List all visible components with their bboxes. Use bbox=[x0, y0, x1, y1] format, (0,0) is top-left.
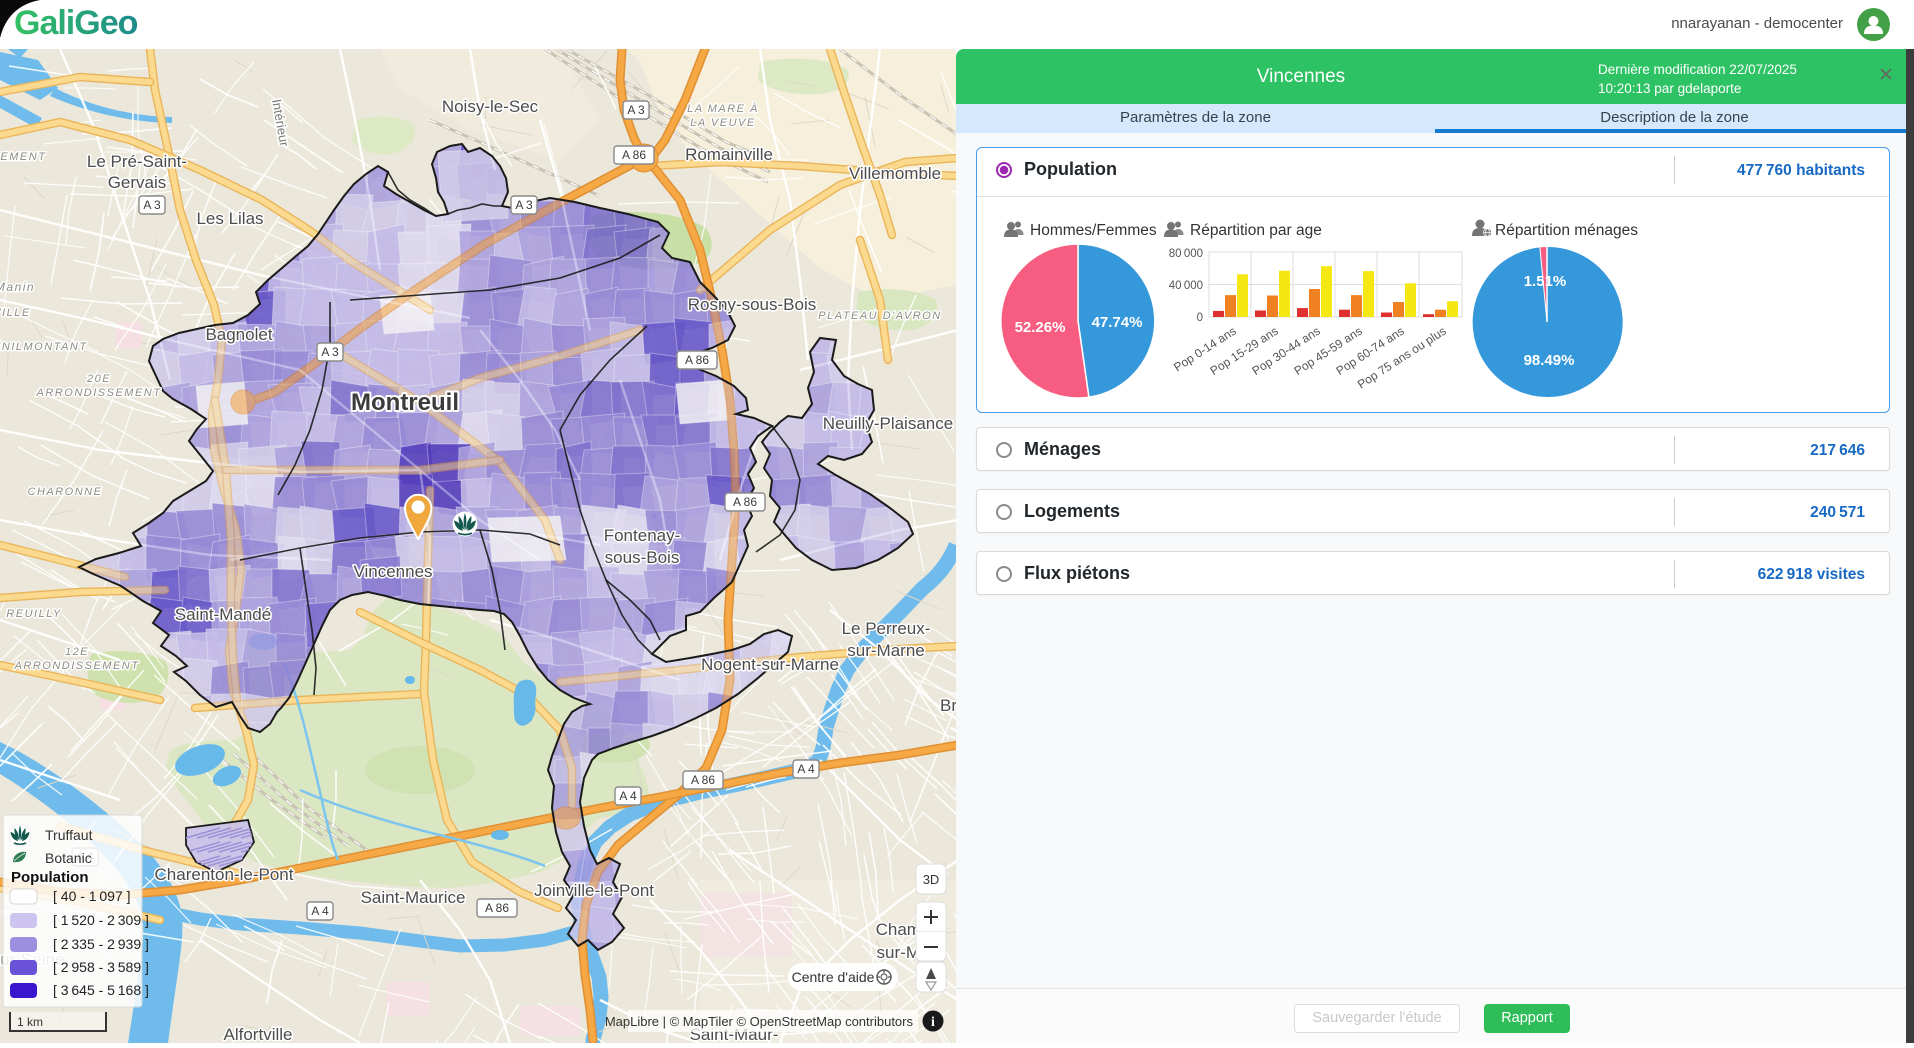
svg-text:A 86: A 86 bbox=[485, 901, 509, 915]
svg-text:Nogent-sur-Marne: Nogent-sur-Marne bbox=[701, 655, 839, 674]
svg-text:Répartition par age: Répartition par age bbox=[1190, 222, 1322, 239]
svg-text:1 km: 1 km bbox=[17, 1015, 43, 1029]
svg-text:LA MARE À: LA MARE À bbox=[687, 102, 759, 115]
svg-text:[ 1 520 - 2 309 ]: [ 1 520 - 2 309 ] bbox=[53, 912, 149, 928]
svg-text:sous-Bois: sous-Bois bbox=[605, 548, 680, 567]
svg-text:12E: 12E bbox=[65, 646, 89, 658]
svg-text:[ 2 958 - 3 589 ]: [ 2 958 - 3 589 ] bbox=[53, 959, 149, 975]
svg-text:A 4: A 4 bbox=[797, 762, 815, 776]
svg-text:Bry-s: Bry-s bbox=[940, 696, 956, 715]
svg-text:Manin: Manin bbox=[0, 280, 35, 294]
svg-text:Truffaut: Truffaut bbox=[45, 827, 93, 843]
svg-text:A 86: A 86 bbox=[622, 148, 646, 162]
svg-text:Saint-Mandé: Saint-Mandé bbox=[175, 605, 271, 624]
svg-text:Botanic: Botanic bbox=[45, 850, 92, 866]
svg-text:A 3: A 3 bbox=[321, 345, 339, 359]
svg-text:Noisy-le-Sec: Noisy-le-Sec bbox=[442, 97, 539, 116]
svg-text:ARRONDISSEMENT: ARRONDISSEMENT bbox=[14, 660, 140, 672]
svg-text:[ 3 645 - 5 168 ]: [ 3 645 - 5 168 ] bbox=[53, 982, 149, 998]
svg-text:Alfortville: Alfortville bbox=[224, 1025, 293, 1043]
svg-text:Centre d'aide: Centre d'aide bbox=[792, 969, 875, 985]
svg-text:[ 2 335 - 2 939 ]: [ 2 335 - 2 939 ] bbox=[53, 936, 149, 952]
svg-text:40 000: 40 000 bbox=[1168, 280, 1202, 292]
svg-text:[ 40 - 1 097 ]: [ 40 - 1 097 ] bbox=[53, 888, 131, 904]
svg-text:A 4: A 4 bbox=[619, 789, 637, 803]
svg-text:Bagnolet: Bagnolet bbox=[205, 325, 272, 344]
svg-text:CHARONNE: CHARONNE bbox=[28, 486, 103, 498]
svg-text:MÉNILMONTANT: MÉNILMONTANT bbox=[0, 340, 88, 353]
svg-text:Population: Population bbox=[11, 869, 89, 886]
svg-text:Répartition ménages: Répartition ménages bbox=[1495, 222, 1638, 239]
svg-text:Charenton-le-Pont: Charenton-le-Pont bbox=[155, 865, 294, 884]
svg-text:VILLE: VILLE bbox=[0, 307, 31, 319]
svg-text:LA VEUVE: LA VEUVE bbox=[690, 117, 755, 129]
svg-text:ARRONDISSEMENT: ARRONDISSEMENT bbox=[36, 387, 162, 399]
svg-text:SEMENT: SEMENT bbox=[0, 151, 46, 163]
svg-text:A 3: A 3 bbox=[143, 198, 161, 212]
svg-text:52.26%: 52.26% bbox=[1014, 319, 1065, 336]
svg-text:Rosny-sous-Bois: Rosny-sous-Bois bbox=[688, 295, 817, 314]
svg-text:i: i bbox=[931, 1015, 935, 1030]
svg-text:Neuilly-Plaisance: Neuilly-Plaisance bbox=[823, 414, 953, 433]
svg-text:Hommes/Femmes: Hommes/Femmes bbox=[1030, 222, 1157, 239]
svg-text:3D: 3D bbox=[923, 872, 940, 887]
svg-text:sur-Marne: sur-Marne bbox=[847, 641, 924, 660]
svg-text:A 3: A 3 bbox=[627, 103, 645, 117]
svg-text:Romainville: Romainville bbox=[685, 145, 773, 164]
svg-text:A 3: A 3 bbox=[515, 198, 533, 212]
svg-text:Joinville-le-Pont: Joinville-le-Pont bbox=[534, 881, 654, 900]
svg-text:MapLibre | © MapTiler © OpenSt: MapLibre | © MapTiler © OpenStreetMap co… bbox=[605, 1014, 914, 1029]
svg-text:PLATEAU D'AVRON: PLATEAU D'AVRON bbox=[818, 310, 941, 322]
svg-text:Le Pré-Saint-: Le Pré-Saint- bbox=[87, 152, 187, 171]
svg-text:20E: 20E bbox=[86, 373, 111, 385]
svg-text:Gervais: Gervais bbox=[108, 173, 167, 192]
svg-text:Fontenay-: Fontenay- bbox=[604, 526, 681, 545]
svg-text:Vincennes: Vincennes bbox=[353, 562, 432, 581]
svg-text:A 4: A 4 bbox=[311, 904, 329, 918]
svg-text:Les Lilas: Les Lilas bbox=[196, 209, 263, 228]
svg-text:A 86: A 86 bbox=[733, 495, 757, 509]
svg-text:A 86: A 86 bbox=[691, 773, 715, 787]
svg-text:Villemomble: Villemomble bbox=[849, 164, 941, 183]
svg-text:80 000: 80 000 bbox=[1168, 248, 1202, 260]
svg-text:0: 0 bbox=[1196, 312, 1202, 324]
svg-text:REUILLY: REUILLY bbox=[6, 608, 61, 620]
svg-text:1.51%: 1.51% bbox=[1523, 273, 1566, 290]
svg-text:Le Perreux-: Le Perreux- bbox=[842, 619, 931, 638]
svg-text:47.74%: 47.74% bbox=[1091, 314, 1142, 331]
svg-text:Montreuil: Montreuil bbox=[351, 389, 459, 416]
svg-text:A 86: A 86 bbox=[685, 353, 709, 367]
svg-text:98.49%: 98.49% bbox=[1523, 352, 1574, 369]
svg-text:Saint-Maurice: Saint-Maurice bbox=[361, 888, 466, 907]
